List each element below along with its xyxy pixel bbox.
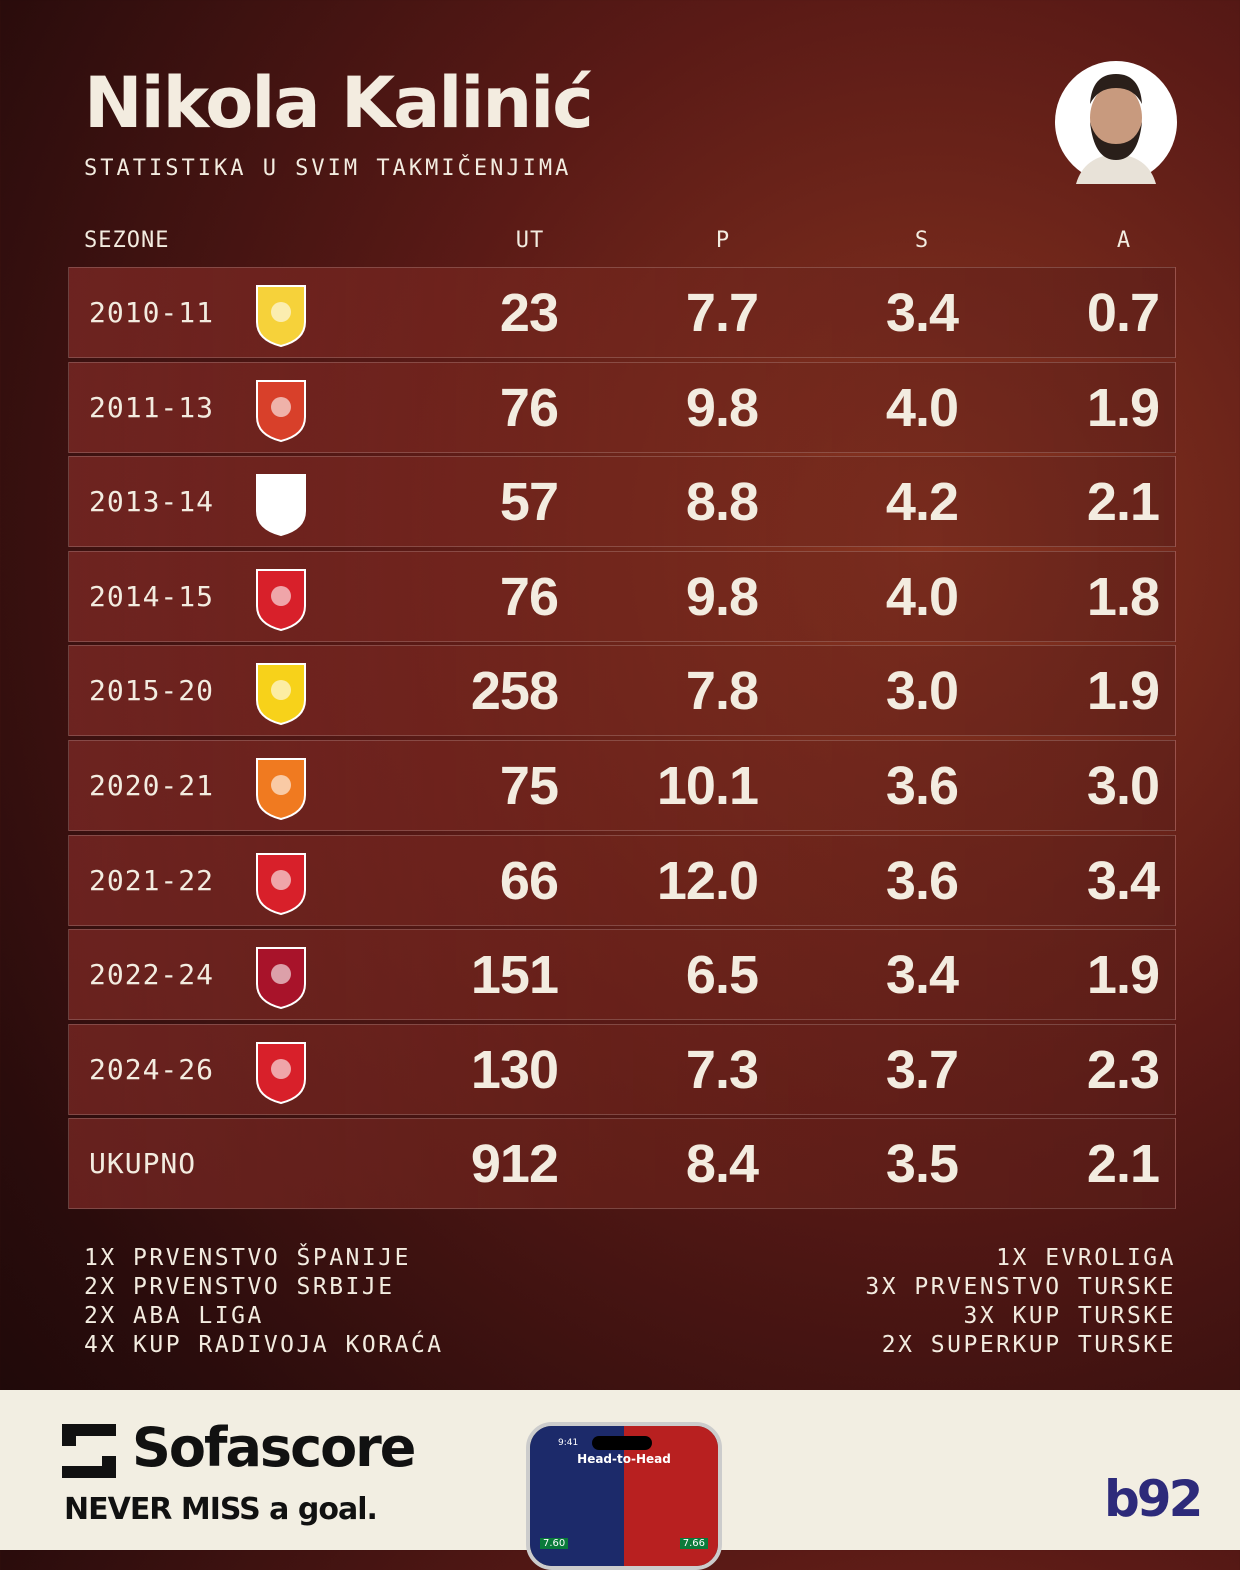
column-header: S xyxy=(914,228,930,253)
table-row: 2020-21 75 10.1 3.6 3.0 xyxy=(68,740,1176,831)
column-header: UT xyxy=(515,228,545,253)
table-row: 2024-26 130 7.3 3.7 2.3 xyxy=(68,1023,1176,1115)
brand: Sofascore xyxy=(132,1416,416,1479)
stat-value: 6.5 xyxy=(685,945,759,1006)
stat-value: 10.1 xyxy=(656,756,759,816)
stat-value: 75 xyxy=(499,756,559,816)
stat-value: 66 xyxy=(499,850,559,911)
club-logo xyxy=(256,474,306,537)
honor: 3X KUP TURSKE xyxy=(963,1303,1176,1329)
season: 2020-21 xyxy=(89,769,215,802)
season: 2015-20 xyxy=(89,674,215,708)
club-logo xyxy=(256,663,306,726)
subtitle: STATISTIKA U SVIM TAKMIČENJIMA xyxy=(84,156,572,181)
honor: 1X PRVENSTVO ŠPANIJE xyxy=(84,1245,411,1271)
sofascore-logo xyxy=(62,1424,116,1478)
stat-value: 3.0 xyxy=(885,661,959,722)
table-row: 2021-22 66 12.0 3.6 3.4 xyxy=(68,834,1176,926)
stat-value: 76 xyxy=(499,566,559,627)
footer: Sofascore NEVER MISS a goal. 9:41 Head-t… xyxy=(0,1390,1240,1570)
stat-value: 8.8 xyxy=(685,472,759,533)
stat-value: 12.0 xyxy=(656,850,759,911)
table-row: 2015-20 258 7.8 3.0 1.9 xyxy=(68,645,1176,737)
phone-title: Head-to-Head xyxy=(577,1452,671,1466)
club-logo xyxy=(256,852,306,915)
club-logo xyxy=(256,568,306,631)
stat-value: 7.3 xyxy=(685,1039,759,1100)
season: 2011-13 xyxy=(89,390,215,424)
stat-value: 258 xyxy=(470,661,559,722)
season: 2014-15 xyxy=(89,579,215,613)
stat-value: 4.2 xyxy=(885,472,959,533)
honors-right: 1X EVROLIGA 3X PRVENSTVO TURSKE 3X KUP TUR… xyxy=(865,1244,1176,1360)
stat-value: 7.7 xyxy=(685,283,759,343)
stat-value: 3.7 xyxy=(885,1039,959,1100)
stat-value: 3.4 xyxy=(1086,850,1160,911)
stat-value: 3.4 xyxy=(885,945,959,1006)
stat-value: 151 xyxy=(470,945,559,1006)
honor: 2X ABA LIGA xyxy=(84,1303,264,1329)
table-row: 2014-15 76 9.8 4.0 1.8 xyxy=(68,550,1176,642)
column-header: A xyxy=(1116,228,1132,253)
season: 2021-22 xyxy=(89,863,215,897)
season: UKUPNO xyxy=(89,1147,197,1181)
club-logo xyxy=(256,947,306,1010)
stat-value: 1.9 xyxy=(1086,945,1160,1006)
stat-value: 3.5 xyxy=(885,1134,959,1195)
stat-value: 0.7 xyxy=(1086,283,1160,343)
player-photo xyxy=(1055,61,1177,184)
phone-time: 9:41 xyxy=(558,1438,579,1448)
stat-value: 2.1 xyxy=(1086,472,1160,533)
stat-value: 76 xyxy=(499,377,559,438)
phone: 9:41 Head-to-Head 7.60 7.66 xyxy=(526,1422,722,1570)
stat-value: 130 xyxy=(470,1039,559,1100)
stat-value: 7.8 xyxy=(685,661,759,722)
table-row: 2011-13 76 9.8 4.0 1.9 xyxy=(68,361,1176,453)
stat-value: 23 xyxy=(499,283,559,343)
total-row: UKUPNO 912 8.4 3.5 2.1 xyxy=(68,1118,1176,1210)
phone-rating-left: 7.60 xyxy=(540,1538,569,1549)
stat-value: 1.9 xyxy=(1086,661,1160,722)
stat-value: 2.3 xyxy=(1086,1039,1160,1100)
club-logo xyxy=(256,285,306,348)
honor: 3X PRVENSTVO TURSKE xyxy=(865,1274,1176,1300)
stat-value: 8.4 xyxy=(685,1134,759,1195)
season: 2010-11 xyxy=(89,296,215,329)
stat-value: 3.6 xyxy=(885,756,959,816)
honor: 1X EVROLIGA xyxy=(996,1245,1176,1271)
club-logo xyxy=(256,379,306,442)
notch xyxy=(592,1436,652,1450)
stat-value: 1.9 xyxy=(1086,377,1160,438)
table-row: 2013-14 57 8.8 4.2 2.1 xyxy=(68,456,1176,548)
season: 2013-14 xyxy=(89,485,215,519)
tagline: NEVER MISS a goal. xyxy=(64,1492,378,1527)
table-row: 2010-11 23 7.7 3.4 0.7 xyxy=(68,267,1176,358)
club-logo xyxy=(256,1041,306,1104)
stat-value: 9.8 xyxy=(685,566,759,627)
honors-left: 1X PRVENSTVO ŠPANIJE 2X PRVENSTVO SRBIJE 2… xyxy=(84,1244,444,1360)
stat-value: 3.4 xyxy=(885,283,959,343)
partner-logo: b92 xyxy=(1104,1470,1203,1528)
stat-value: 3.0 xyxy=(1086,756,1160,816)
column-header: SEZONE xyxy=(84,228,170,253)
stat-value: 1.8 xyxy=(1086,566,1160,627)
honor: 4X KUP RADIVOJA KORAĆA xyxy=(84,1332,444,1358)
stat-value: 2.1 xyxy=(1086,1134,1160,1195)
club-logo xyxy=(256,758,306,821)
stat-value: 912 xyxy=(470,1134,559,1195)
season: 2022-24 xyxy=(89,958,215,992)
column-header: P xyxy=(715,228,731,253)
stat-value: 4.0 xyxy=(885,377,959,438)
phone-rating-right: 7.66 xyxy=(679,1538,708,1549)
title: Nikola Kalinić xyxy=(84,62,594,144)
stat-value: 3.6 xyxy=(885,850,959,911)
stat-value: 9.8 xyxy=(685,377,759,438)
season: 2024-26 xyxy=(89,1052,215,1086)
stat-value: 57 xyxy=(499,472,559,533)
stat-value: 4.0 xyxy=(885,566,959,627)
honor: 2X SUPERKUP TURSKE xyxy=(881,1332,1176,1358)
honor: 2X PRVENSTVO SRBIJE xyxy=(84,1274,395,1300)
table-row: 2022-24 151 6.5 3.4 1.9 xyxy=(68,929,1176,1021)
